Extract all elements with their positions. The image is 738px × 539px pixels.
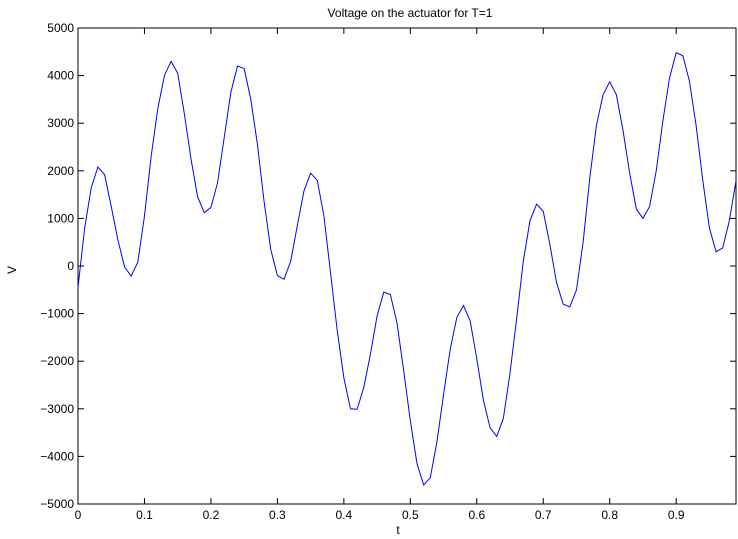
x-axis: 0 0.1 0.2 0.3 0.4 0.5 0.6 0.7 0.8 0.9 — [75, 28, 685, 522]
x-tick-label: 0.5 — [402, 508, 419, 522]
y-tick-label: −4000 — [40, 449, 74, 463]
voltage-series-line — [77, 52, 737, 486]
x-tick-label: 0 — [75, 508, 82, 522]
x-tick-label: 0.9 — [668, 508, 685, 522]
y-axis-label: V — [5, 266, 19, 274]
chart-title: Voltage on the actuator for T=1 — [328, 6, 493, 20]
y-tick-label: 4000 — [47, 69, 74, 83]
x-tick-label: 0.3 — [269, 508, 286, 522]
y-tick-label: −3000 — [40, 402, 74, 416]
y-tick-label: −5000 — [40, 497, 74, 511]
x-axis-label: t — [396, 523, 400, 537]
y-tick-label: 0 — [67, 259, 74, 273]
y-tick-label: 2000 — [47, 164, 74, 178]
y-tick-label: −1000 — [40, 307, 74, 321]
y-axis: −5000 −4000 −3000 −2000 −1000 0 1000 2000 3000 40… — [40, 21, 736, 511]
y-tick-label: 1000 — [47, 211, 74, 225]
x-tick-label: 0.6 — [468, 508, 485, 522]
plot-area — [77, 27, 737, 505]
x-tick-label: 0.1 — [136, 508, 153, 522]
x-tick-label: 0.2 — [203, 508, 220, 522]
x-tick-label: 0.7 — [535, 508, 552, 522]
x-tick-label: 0.8 — [601, 508, 618, 522]
y-tick-label: −2000 — [40, 354, 74, 368]
y-tick-label: 5000 — [47, 21, 74, 35]
y-tick-label: 3000 — [47, 116, 74, 130]
x-tick-label: 0.4 — [336, 508, 353, 522]
